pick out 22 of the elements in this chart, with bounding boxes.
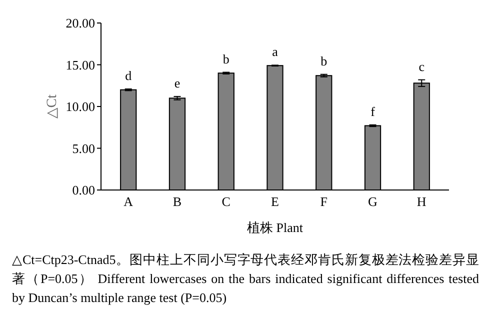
x-axis-title: 植株 Plant	[247, 220, 304, 235]
x-tick-label: H	[416, 194, 426, 209]
annotation: d	[125, 68, 132, 83]
x-tick-label: F	[320, 194, 328, 209]
text: △Ct=Ctp23-Ctnad5。图中柱上不同小写字母代表经邓肯氏新复极差法检验差异显著（P=0.05） Different lowercases on the bars indicated significant differences tested by Duncan’s multiple range test (P=0.05)	[11, 251, 479, 307]
y-tick-label: 5.00	[72, 140, 95, 156]
x-tick-label: E	[271, 194, 280, 209]
annotation: a	[272, 44, 278, 60]
annotation: c	[418, 58, 425, 74]
y-tick-label: 10.00	[66, 99, 95, 114]
annotation: e	[174, 75, 180, 90]
x-tick-label: B	[172, 194, 182, 209]
x-tick-label: A	[124, 194, 134, 209]
x-tick-label: C	[222, 194, 230, 209]
y-tick-label: 20.00	[66, 16, 95, 31]
y-axis-title: △Ct	[45, 94, 60, 118]
annotation: f	[370, 104, 376, 119]
annotation: b	[320, 53, 328, 68]
y-tick-label: 15.00	[66, 57, 95, 72]
annotation: b	[222, 51, 230, 66]
x-tick-label: G	[368, 194, 378, 209]
y-tick-label: 0.00	[72, 182, 95, 198]
